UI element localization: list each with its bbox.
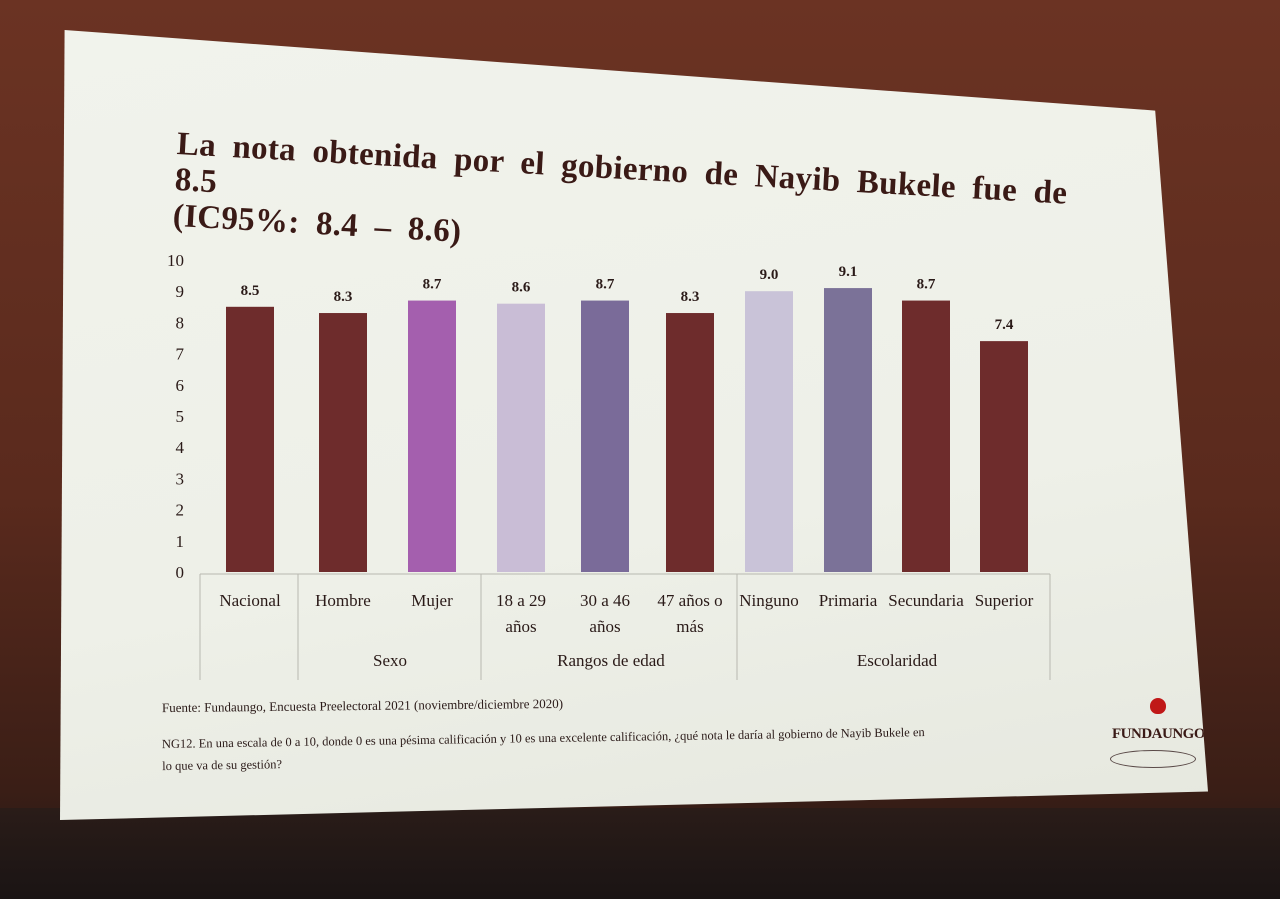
data-label: 7.4 (995, 317, 1014, 333)
logo-cloud-shape (1110, 750, 1196, 768)
bar (745, 291, 793, 572)
x-tick-label: años (505, 617, 536, 636)
data-label: 8.3 (681, 289, 700, 305)
group-label: Sexo (373, 651, 407, 670)
logo-wordmark: FUNDAUNGO (1112, 726, 1206, 742)
rose-icon (1150, 698, 1166, 714)
data-label: 8.3 (334, 289, 353, 305)
bar (824, 288, 872, 572)
y-tick-label: 0 (176, 563, 185, 582)
x-tick-label: 18 a 29 (496, 591, 546, 610)
bar (226, 306, 274, 572)
presentation-slide: La nota obtenida por el gobierno de Nayi… (60, 30, 1208, 820)
y-tick-label: 5 (176, 407, 185, 426)
data-label: 9.0 (760, 267, 779, 283)
bar (902, 300, 950, 572)
data-label: 8.5 (241, 283, 260, 299)
x-tick-label: Secundaria (888, 591, 964, 610)
x-tick-label: más (676, 617, 703, 636)
y-tick-label: 7 (176, 345, 185, 364)
data-label: 8.7 (917, 277, 936, 293)
data-label: 8.7 (596, 277, 615, 293)
y-tick-label: 8 (176, 313, 185, 332)
y-tick-label: 1 (176, 532, 185, 551)
x-tick-label: Primaria (819, 591, 878, 610)
fundaungo-logo: FUNDAUNGO (1106, 698, 1206, 776)
bar (408, 300, 456, 572)
x-tick-label: Nacional (219, 591, 281, 610)
data-label: 8.7 (423, 277, 442, 293)
y-tick-label: 9 (176, 282, 185, 301)
x-tick-label: 47 años o (657, 591, 722, 610)
group-label: Rangos de edad (557, 651, 665, 670)
x-tick-label: Hombre (315, 591, 371, 610)
y-tick-label: 3 (176, 469, 185, 488)
bar (497, 303, 545, 572)
y-tick-label: 6 (176, 376, 185, 395)
bar (666, 313, 714, 572)
data-label: 9.1 (839, 264, 858, 280)
room-floor (0, 808, 1280, 899)
y-tick-label: 2 (176, 501, 185, 520)
x-tick-label: años (589, 617, 620, 636)
bar (980, 341, 1028, 572)
y-tick-label: 4 (176, 438, 185, 457)
group-label: Escolaridad (857, 651, 938, 670)
x-tick-label: Superior (975, 591, 1034, 610)
y-tick-label: 10 (167, 251, 184, 270)
data-label: 8.6 (512, 280, 531, 296)
x-tick-label: Ninguno (739, 591, 799, 610)
bar (581, 300, 629, 572)
bar-chart: 0 1 2 3 4 5 6 7 8 9 10 8.5 Nacional 8.3 Hombre 8.7 Mujer… (167, 251, 1051, 680)
x-tick-label: Mujer (411, 591, 453, 610)
bar (319, 313, 367, 572)
x-tick-label: 30 a 46 (580, 591, 630, 610)
